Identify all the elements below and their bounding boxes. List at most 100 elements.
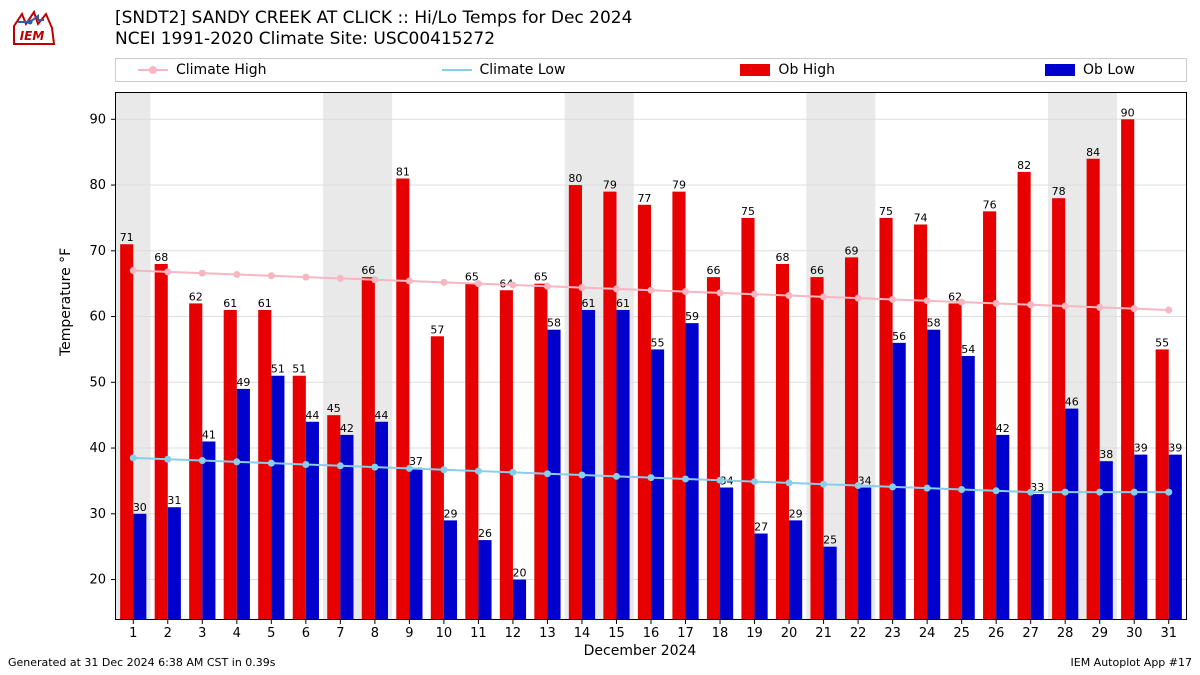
legend-label: Ob Low — [1083, 62, 1135, 78]
svg-text:5: 5 — [267, 626, 275, 641]
svg-text:49: 49 — [236, 376, 250, 389]
svg-text:31: 31 — [167, 494, 181, 507]
svg-text:20: 20 — [89, 573, 106, 588]
svg-text:80: 80 — [568, 172, 582, 185]
legend-climate-high: .legend-item:nth-child(1) .legend-swatch… — [138, 62, 267, 78]
svg-text:28: 28 — [1057, 626, 1074, 641]
svg-text:78: 78 — [1052, 185, 1066, 198]
svg-text:11: 11 — [470, 626, 487, 641]
svg-text:29: 29 — [1091, 626, 1108, 641]
svg-text:2: 2 — [164, 626, 172, 641]
title-line2: NCEI 1991-2020 Climate Site: USC00415272 — [115, 29, 632, 50]
svg-text:57: 57 — [430, 323, 444, 336]
svg-text:79: 79 — [603, 179, 617, 192]
svg-text:27: 27 — [1022, 626, 1039, 641]
svg-text:45: 45 — [327, 402, 341, 415]
footer-app: IEM Autoplot App #17 — [1071, 656, 1193, 669]
svg-text:44: 44 — [305, 409, 319, 422]
legend-climate-low: .legend-item:nth-child(3) .legend-swatch… — [442, 62, 566, 78]
svg-text:62: 62 — [189, 290, 203, 303]
svg-text:81: 81 — [396, 165, 410, 178]
svg-text:30: 30 — [1126, 626, 1143, 641]
svg-text:46: 46 — [1065, 396, 1079, 409]
svg-text:39: 39 — [1134, 442, 1148, 455]
svg-text:19: 19 — [746, 626, 763, 641]
svg-text:74: 74 — [914, 212, 928, 225]
legend-ob-low: Ob Low — [1045, 62, 1135, 78]
legend-label: Climate Low — [480, 62, 566, 78]
svg-text:IEM: IEM — [20, 29, 45, 43]
svg-text:1: 1 — [129, 626, 137, 641]
svg-text:31: 31 — [1160, 626, 1177, 641]
svg-text:71: 71 — [120, 231, 134, 244]
svg-text:60: 60 — [89, 310, 106, 325]
svg-text:42: 42 — [340, 422, 354, 435]
svg-text:66: 66 — [706, 264, 720, 277]
svg-text:3: 3 — [198, 626, 206, 641]
svg-text:66: 66 — [361, 264, 375, 277]
legend: .legend-item:nth-child(1) .legend-swatch… — [115, 58, 1187, 82]
iem-logo: IEM — [8, 8, 56, 50]
svg-text:9: 9 — [405, 626, 413, 641]
svg-text:68: 68 — [776, 251, 790, 264]
svg-text:90: 90 — [89, 112, 106, 127]
svg-text:51: 51 — [271, 363, 285, 376]
svg-text:16: 16 — [643, 626, 660, 641]
svg-text:61: 61 — [582, 297, 596, 310]
svg-text:51: 51 — [292, 363, 306, 376]
chart-title: [SNDT2] SANDY CREEK AT CLICK :: Hi/Lo Te… — [115, 8, 632, 51]
svg-text:29: 29 — [789, 507, 803, 520]
svg-text:90: 90 — [1121, 106, 1135, 119]
legend-label: Ob High — [778, 62, 835, 78]
svg-text:76: 76 — [983, 198, 997, 211]
svg-text:20: 20 — [512, 567, 526, 580]
svg-text:58: 58 — [547, 317, 561, 330]
svg-text:70: 70 — [89, 244, 106, 259]
svg-text:55: 55 — [651, 336, 665, 349]
svg-text:23: 23 — [884, 626, 901, 641]
svg-text:55: 55 — [1155, 336, 1169, 349]
svg-text:44: 44 — [374, 409, 388, 422]
svg-text:41: 41 — [202, 428, 216, 441]
svg-text:38: 38 — [1099, 448, 1113, 461]
svg-text:42: 42 — [996, 422, 1010, 435]
svg-text:79: 79 — [672, 179, 686, 192]
svg-text:84: 84 — [1086, 146, 1100, 159]
svg-text:58: 58 — [927, 317, 941, 330]
svg-text:18: 18 — [712, 626, 729, 641]
svg-text:25: 25 — [823, 534, 837, 547]
svg-text:12: 12 — [505, 626, 522, 641]
svg-text:6: 6 — [302, 626, 310, 641]
svg-text:27: 27 — [754, 521, 768, 534]
svg-text:8: 8 — [371, 626, 379, 641]
legend-label: Climate High — [176, 62, 267, 78]
title-line1: [SNDT2] SANDY CREEK AT CLICK :: Hi/Lo Te… — [115, 8, 632, 29]
svg-text:61: 61 — [616, 297, 630, 310]
svg-text:24: 24 — [919, 626, 936, 641]
svg-text:30: 30 — [133, 501, 147, 514]
svg-text:26: 26 — [478, 527, 492, 540]
legend-ob-high: Ob High — [740, 62, 835, 78]
svg-text:14: 14 — [574, 626, 591, 641]
chart-svg: 2030405060708090123456789101112131415161… — [116, 93, 1186, 619]
svg-text:29: 29 — [443, 507, 457, 520]
svg-text:40: 40 — [89, 441, 106, 456]
svg-text:15: 15 — [608, 626, 625, 641]
svg-text:30: 30 — [89, 507, 106, 522]
svg-text:61: 61 — [258, 297, 272, 310]
svg-text:10: 10 — [436, 626, 453, 641]
svg-text:4: 4 — [233, 626, 241, 641]
svg-text:56: 56 — [892, 330, 906, 343]
svg-text:68: 68 — [154, 251, 168, 264]
footer-generated: Generated at 31 Dec 2024 6:38 AM CST in … — [8, 656, 276, 669]
svg-text:54: 54 — [961, 343, 975, 356]
svg-text:13: 13 — [539, 626, 556, 641]
plot-area: 2030405060708090123456789101112131415161… — [115, 92, 1187, 620]
svg-text:82: 82 — [1017, 159, 1031, 172]
svg-text:50: 50 — [89, 375, 106, 390]
svg-text:61: 61 — [223, 297, 237, 310]
svg-text:80: 80 — [89, 178, 106, 193]
ob-low-swatch — [1045, 64, 1075, 76]
svg-text:17: 17 — [677, 626, 694, 641]
svg-text:59: 59 — [685, 310, 699, 323]
